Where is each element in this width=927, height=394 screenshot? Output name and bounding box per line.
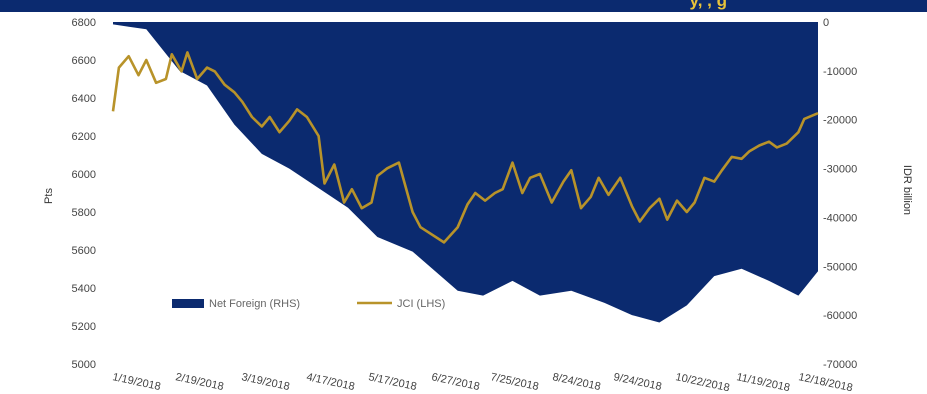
y2-tick-label: -30000 [823,164,857,176]
x-tick-label: 12/18/2018 [797,371,853,394]
y2-tick-label: -40000 [823,212,857,224]
y2-axis-title: IDR billion [901,165,913,215]
y-tick-label: 6600 [72,55,96,67]
banner-title-fragment: y, , g [689,0,727,10]
x-tick-label: 8/24/2018 [551,371,601,393]
x-tick-label: 2/19/2018 [174,371,224,393]
jci-line [111,51,819,244]
x-tick-label: 6/27/2018 [430,371,480,393]
y-tick-label: 6200 [72,131,96,143]
legend-label-jci: JCI (LHS) [397,298,445,310]
x-tick-label: 9/24/2018 [612,371,662,393]
legend-label-net-foreign: Net Foreign (RHS) [209,298,300,310]
legend-swatch-net-foreign [172,299,204,308]
y-tick-label: 5200 [72,321,96,333]
x-tick-label: 1/19/2018 [111,371,161,393]
top-banner: y, , g [0,0,927,12]
y-tick-label: 6800 [72,17,96,29]
x-tick-label: 10/22/2018 [674,371,730,394]
y-tick-label: 5800 [72,207,96,219]
y2-tick-label: -60000 [823,310,857,322]
y2-tick-label: -10000 [823,66,857,78]
y-tick-label: 5400 [72,283,96,295]
y2-tick-label: 0 [823,17,829,29]
x-tick-label: 5/17/2018 [367,371,417,393]
y2-tick-label: -70000 [823,359,857,371]
x-tick-label: 11/19/2018 [735,371,791,394]
x-tick-label: 3/19/2018 [240,371,290,393]
y-tick-label: 6400 [72,93,96,105]
y-axis-title: Pts [43,188,55,204]
y2-tick-label: -20000 [823,115,857,127]
y-tick-label: 6000 [72,169,96,181]
y-tick-label: 5000 [72,359,96,371]
x-tick-label: 4/17/2018 [305,371,355,393]
net-foreign-area [113,22,818,323]
y-tick-label: 5600 [72,245,96,257]
x-tick-label: 7/25/2018 [489,371,539,393]
y2-tick-label: -50000 [823,261,857,273]
